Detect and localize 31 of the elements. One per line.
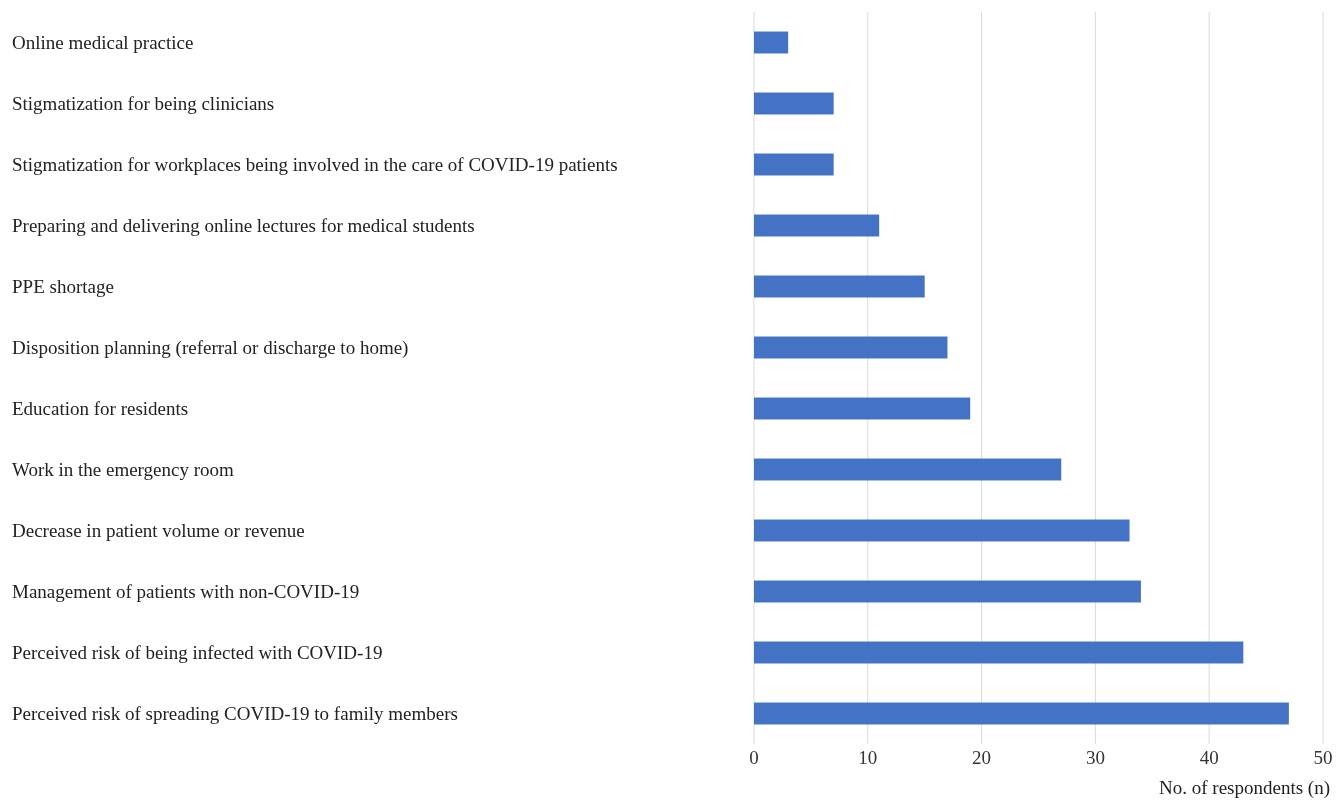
bar bbox=[754, 519, 1130, 542]
bar bbox=[754, 458, 1062, 481]
bar bbox=[754, 336, 948, 359]
y-tick-label: Perceived risk of spreading COVID-19 to family members bbox=[12, 703, 458, 724]
bar bbox=[754, 92, 834, 115]
bar bbox=[754, 397, 971, 420]
y-tick-label: Disposition planning (referral or discharge to home) bbox=[12, 337, 409, 359]
x-axis-title: No. of respondents (n) bbox=[1159, 777, 1330, 799]
bar bbox=[754, 214, 880, 237]
y-tick-label: Stigmatization for being clinicians bbox=[12, 93, 275, 114]
bar bbox=[754, 31, 789, 54]
x-tick-label: 40 bbox=[1199, 747, 1219, 768]
x-tick-label: 30 bbox=[1085, 747, 1105, 768]
x-tick-label: 10 bbox=[858, 747, 878, 768]
y-tick-label: Education for residents bbox=[12, 398, 189, 419]
y-tick-label: Online medical practice bbox=[12, 32, 194, 53]
y-tick-label: Decrease in patient volume or revenue bbox=[12, 520, 305, 541]
bar bbox=[754, 153, 834, 176]
y-tick-label: PPE shortage bbox=[12, 276, 114, 297]
y-tick-label: Stigmatization for workplaces being involved in the care of COVID-19 patients bbox=[12, 154, 618, 175]
y-tick-label: Management of patients with non-COVID-19 bbox=[12, 581, 360, 602]
bar bbox=[754, 275, 925, 298]
x-tick-label: 50 bbox=[1313, 747, 1333, 768]
y-tick-label: Work in the emergency room bbox=[12, 459, 235, 480]
y-tick-label: Perceived risk of being infected with COVID-19 bbox=[12, 642, 383, 663]
bar bbox=[754, 641, 1244, 664]
x-tick-label: 20 bbox=[972, 747, 992, 768]
bar bbox=[754, 702, 1289, 725]
bar bbox=[754, 580, 1141, 603]
y-tick-label: Preparing and delivering online lectures for medical students bbox=[12, 215, 475, 236]
x-tick-label: 0 bbox=[749, 747, 759, 768]
